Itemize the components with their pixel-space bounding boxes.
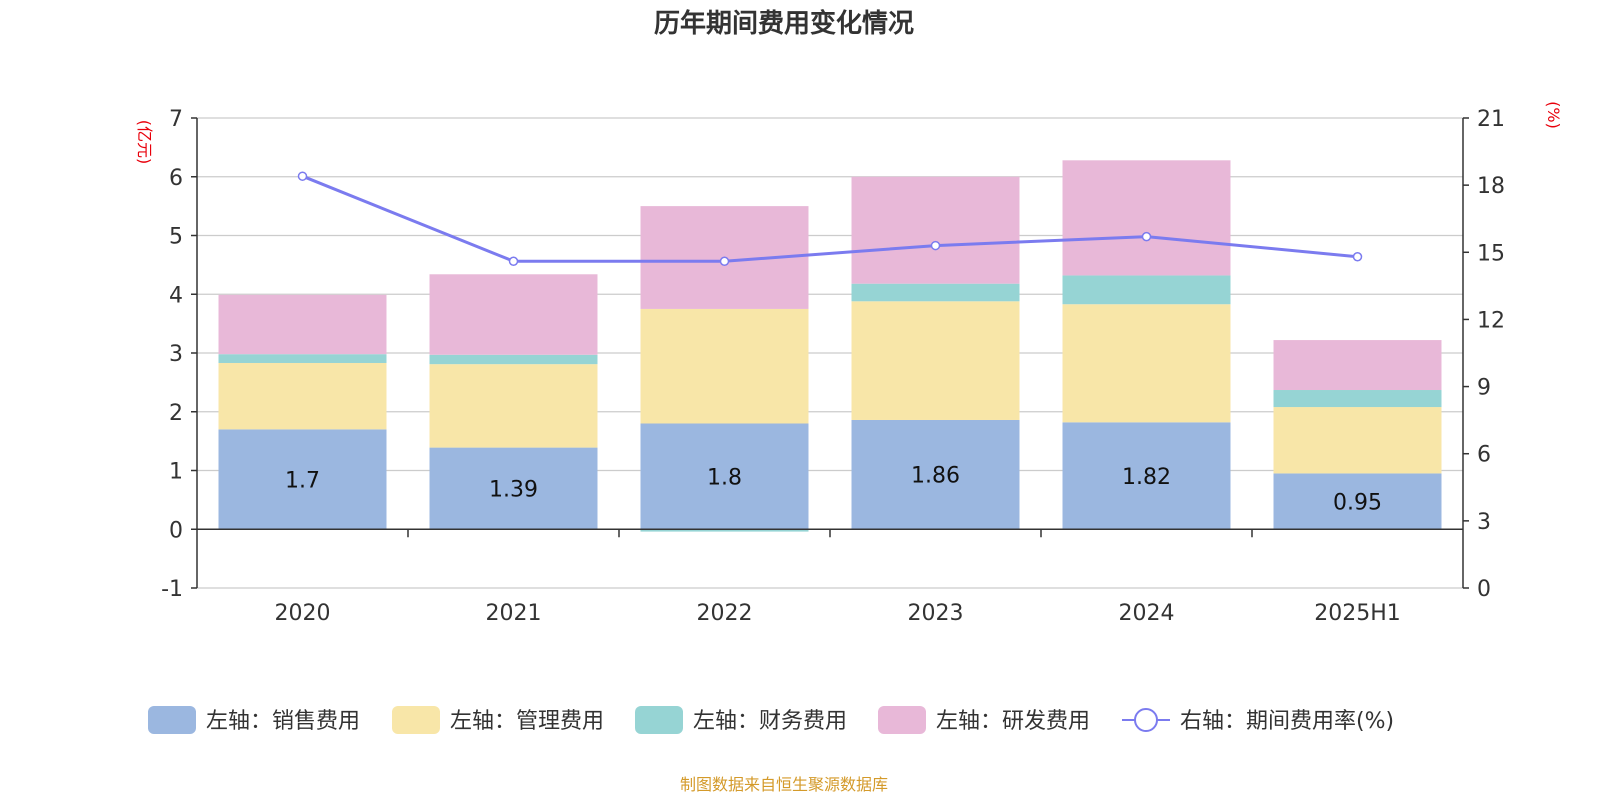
left-axis-tick-label: 3 — [169, 342, 183, 367]
bar-data-label: 1.86 — [911, 464, 960, 489]
rate-point — [930, 240, 941, 251]
right-axis-tick-label: 6 — [1477, 443, 1491, 468]
bar-segment — [1062, 275, 1231, 305]
legend-swatch — [392, 706, 440, 734]
bar-data-label: 1.82 — [1122, 465, 1171, 490]
right-axis-tick-label: 3 — [1477, 510, 1491, 535]
bar-segment — [640, 423, 809, 530]
bar-segment — [1273, 407, 1442, 474]
bar-segment — [851, 419, 1020, 530]
x-axis-category-label: 2020 — [275, 601, 331, 626]
bar-segment — [1062, 304, 1231, 423]
legend-label: 左轴：管理费用 — [450, 709, 604, 734]
right-axis-tick-label: 18 — [1477, 174, 1505, 199]
bar-segment — [1273, 473, 1442, 530]
legend-label: 左轴：财务费用 — [693, 709, 847, 734]
right-axis-tick-label: 21 — [1477, 107, 1505, 132]
legend: 左轴：销售费用 左轴：管理费用 左轴：财务费用 左轴：研发费用 右轴：期间费用率(%) — [148, 706, 1394, 734]
left-axis-unit: (亿元) — [135, 120, 154, 165]
rate-point — [297, 171, 308, 181]
x-axis-category-label: 2023 — [908, 601, 964, 626]
bar-series — [218, 160, 1442, 532]
left-axis-tick-label: 1 — [169, 460, 183, 485]
gridlines — [197, 117, 1463, 589]
left-axis-tick-label: -1 — [161, 577, 183, 602]
bar-data-label: 0.95 — [1333, 490, 1382, 515]
left-axis-tick-label: 6 — [169, 166, 183, 191]
bar-segment — [429, 274, 598, 355]
legend-swatch — [878, 706, 926, 734]
legend-label: 左轴：研发费用 — [936, 709, 1090, 734]
bar-segment — [429, 364, 598, 448]
chart-title: 历年期间费用变化情况 — [654, 8, 914, 39]
bar-data-label: 1.8 — [707, 465, 742, 490]
left-axis-tick-label: 2 — [169, 401, 183, 426]
bar-segment — [1273, 390, 1442, 408]
legend-marker — [1134, 708, 1158, 732]
bar-data-label: 1.7 — [285, 468, 320, 493]
right-axis-tick-label: 0 — [1477, 577, 1491, 602]
bar-segment — [640, 308, 809, 424]
right-axis-tick-label: 9 — [1477, 376, 1491, 401]
right-axis-unit: (%) — [1544, 101, 1563, 129]
legend-swatch — [635, 706, 683, 734]
rate-point — [508, 256, 519, 266]
line-series — [297, 171, 1363, 266]
bar-segment — [218, 354, 387, 363]
bar-segment — [1273, 340, 1442, 391]
bar-segment — [640, 529, 809, 532]
x-axis-category-label: 2024 — [1119, 601, 1175, 626]
bar-segment — [1062, 422, 1231, 530]
bar-segment — [851, 301, 1020, 420]
rate-point — [1352, 252, 1363, 262]
bar-segment — [851, 176, 1020, 284]
bar-segment — [218, 294, 387, 355]
bar-segment — [218, 362, 387, 430]
x-axis-category-label: 2025H1 — [1314, 601, 1401, 626]
bar-segment — [429, 447, 598, 530]
bar-segment — [851, 283, 1020, 302]
right-axis-tick-label: 12 — [1477, 308, 1505, 333]
bar-segment — [429, 354, 598, 365]
legend-label: 左轴：销售费用 — [206, 709, 360, 734]
bar-data-label: 1.39 — [489, 477, 538, 502]
legend-swatch — [148, 706, 196, 734]
left-axis-tick-label: 0 — [169, 518, 183, 543]
rate-line — [301, 174, 1358, 263]
x-axis-category-label: 2021 — [486, 601, 542, 626]
x-axis-category-label: 2022 — [697, 601, 753, 626]
rate-point — [1141, 231, 1152, 242]
left-axis-tick-label: 7 — [169, 107, 183, 132]
left-axis-tick-label: 5 — [169, 225, 183, 250]
bar-segment — [1062, 160, 1231, 276]
right-axis-tick-label: 15 — [1477, 241, 1505, 266]
legend-label: 右轴：期间费用率(%) — [1180, 709, 1394, 734]
left-axis-tick-label: 4 — [169, 283, 183, 308]
bar-data-labels: 1.7 1.39 1.8 1.86 1.82 0.95 — [285, 464, 1382, 516]
source-note: 制图数据来自恒生聚源数据库 — [680, 775, 888, 794]
bar-segment — [218, 429, 387, 530]
rate-point — [719, 256, 730, 266]
